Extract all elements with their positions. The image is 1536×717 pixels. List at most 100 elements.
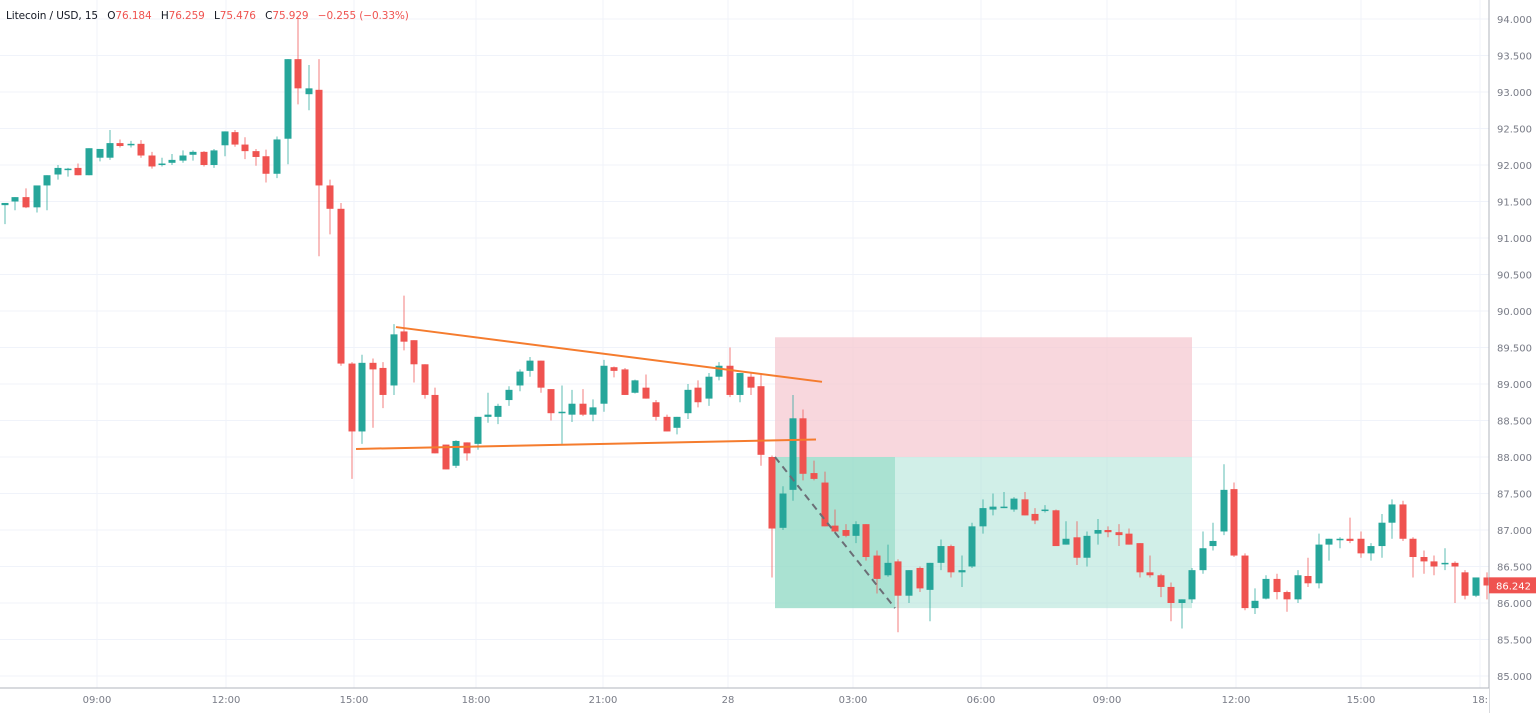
candle[interactable] — [905, 570, 913, 603]
candle[interactable] — [379, 362, 387, 409]
candle[interactable] — [579, 389, 587, 417]
candle[interactable] — [1378, 513, 1386, 558]
candle[interactable] — [1346, 517, 1354, 544]
candle[interactable] — [1041, 505, 1049, 513]
candle[interactable] — [862, 524, 870, 561]
candle[interactable] — [516, 369, 524, 392]
candle[interactable] — [1409, 537, 1417, 578]
candle[interactable] — [337, 202, 345, 366]
candle[interactable] — [452, 440, 460, 468]
candle[interactable] — [642, 374, 650, 399]
candle[interactable] — [221, 131, 229, 157]
candle[interactable] — [610, 366, 618, 378]
candle[interactable] — [757, 373, 765, 466]
candle[interactable] — [1483, 572, 1491, 600]
candle[interactable] — [326, 179, 334, 235]
candle[interactable] — [1251, 588, 1259, 614]
candle[interactable] — [537, 360, 545, 393]
candle[interactable] — [1052, 509, 1060, 547]
stop-loss-zone[interactable] — [775, 337, 1192, 457]
candle[interactable] — [1094, 519, 1102, 545]
candle[interactable] — [273, 136, 281, 179]
candle[interactable] — [390, 324, 398, 395]
candle[interactable] — [85, 148, 93, 176]
candle[interactable] — [1136, 543, 1144, 578]
trendlines[interactable] — [355, 326, 896, 609]
candle[interactable] — [96, 148, 104, 162]
candle[interactable] — [526, 356, 534, 377]
candle[interactable] — [1451, 561, 1459, 603]
candle[interactable] — [400, 295, 408, 351]
candle[interactable] — [810, 460, 818, 481]
candle[interactable] — [494, 403, 502, 425]
candle[interactable] — [262, 149, 270, 183]
candle[interactable] — [1441, 548, 1449, 571]
candle[interactable] — [947, 544, 955, 578]
candle[interactable] — [11, 197, 19, 211]
candle[interactable] — [1062, 521, 1070, 545]
candle[interactable] — [1188, 567, 1196, 603]
candle[interactable] — [968, 522, 976, 568]
candle[interactable] — [1010, 497, 1018, 512]
candle[interactable] — [1157, 573, 1165, 598]
candle[interactable] — [43, 175, 51, 211]
candle[interactable] — [558, 385, 566, 444]
candle[interactable] — [252, 148, 260, 166]
candle[interactable] — [652, 400, 660, 421]
candle[interactable] — [937, 539, 945, 571]
candle[interactable] — [474, 416, 482, 450]
candle[interactable] — [747, 373, 755, 395]
candle[interactable] — [1146, 555, 1154, 578]
dashed-projection-line[interactable] — [774, 456, 896, 609]
candle[interactable] — [779, 486, 787, 530]
candle[interactable] — [1461, 570, 1469, 600]
candle[interactable] — [1388, 499, 1396, 539]
candle[interactable] — [294, 19, 302, 105]
candle[interactable] — [1315, 533, 1323, 589]
candle[interactable] — [726, 347, 734, 398]
candle[interactable] — [1167, 582, 1175, 622]
candle[interactable] — [127, 140, 135, 148]
candle[interactable] — [137, 140, 145, 158]
candle[interactable] — [821, 471, 829, 527]
candle[interactable] — [1262, 575, 1270, 600]
candle[interactable] — [621, 367, 629, 395]
candle[interactable] — [663, 414, 671, 432]
candle[interactable] — [1367, 543, 1375, 561]
candle[interactable] — [873, 550, 881, 594]
candle[interactable] — [241, 137, 249, 160]
candle[interactable] — [116, 139, 124, 148]
candle[interactable] — [1178, 599, 1186, 629]
candle[interactable] — [926, 562, 934, 622]
candle[interactable] — [305, 64, 313, 111]
candle[interactable] — [148, 151, 156, 169]
candle[interactable] — [22, 188, 30, 209]
candle[interactable] — [1399, 500, 1407, 541]
candle[interactable] — [715, 362, 723, 381]
candle[interactable] — [369, 358, 377, 428]
candle[interactable] — [210, 148, 218, 168]
candle[interactable] — [789, 394, 797, 501]
candle[interactable] — [1021, 492, 1029, 516]
candle[interactable] — [74, 163, 82, 176]
candle[interactable] — [684, 384, 692, 420]
candle[interactable] — [958, 555, 966, 587]
candle[interactable] — [979, 499, 987, 534]
candle[interactable] — [589, 399, 597, 422]
candle[interactable] — [1125, 528, 1133, 545]
candle[interactable] — [1283, 590, 1291, 612]
candle[interactable] — [1304, 557, 1312, 587]
candle[interactable] — [64, 167, 72, 177]
candle[interactable] — [358, 354, 366, 444]
candle[interactable] — [1472, 577, 1480, 598]
candle[interactable] — [1000, 492, 1008, 509]
upper-trendline[interactable] — [395, 326, 823, 383]
candle[interactable] — [158, 157, 166, 167]
candle[interactable] — [894, 559, 902, 633]
candle[interactable] — [284, 59, 292, 165]
candle[interactable] — [1083, 531, 1091, 567]
candle[interactable] — [1241, 553, 1249, 611]
candle[interactable] — [463, 442, 471, 461]
